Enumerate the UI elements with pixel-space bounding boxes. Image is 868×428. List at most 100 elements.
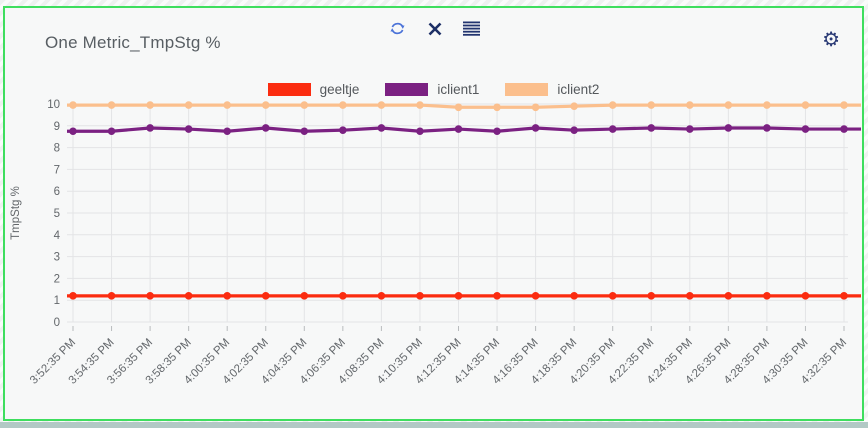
data-point — [184, 125, 193, 133]
data-point — [801, 125, 810, 133]
data-point — [570, 126, 578, 134]
data-point — [69, 101, 77, 109]
data-point — [416, 127, 424, 136]
data-point — [840, 292, 848, 300]
data-point — [223, 127, 231, 136]
data-point — [107, 101, 116, 109]
data-point — [261, 101, 270, 109]
legend-item-iclient1[interactable]: iclient1 — [385, 82, 479, 97]
data-point — [454, 103, 463, 112]
data-point — [493, 292, 501, 300]
data-point — [261, 124, 270, 132]
data-point — [261, 292, 270, 300]
data-point — [493, 127, 501, 136]
metric-panel: One Metric_TmpStg % — [3, 6, 864, 421]
data-point — [531, 292, 540, 300]
y-tick-label: 3 — [54, 252, 60, 264]
data-point — [146, 101, 154, 109]
legend-label: iclient1 — [437, 82, 480, 97]
data-point — [608, 292, 617, 300]
data-point — [377, 292, 386, 300]
y-tick-label: 9 — [54, 121, 60, 133]
data-point — [184, 101, 193, 109]
series-iclient1 — [67, 124, 861, 136]
data-point — [724, 101, 733, 109]
data-point — [531, 124, 540, 132]
data-point — [763, 101, 771, 109]
data-point — [377, 101, 386, 109]
y-tick-label: 4 — [54, 230, 61, 242]
data-point — [647, 292, 656, 300]
data-point — [69, 127, 77, 136]
data-point — [647, 101, 656, 109]
legend-list-button[interactable] — [461, 19, 482, 38]
y-axis-title: TmpStg % — [10, 186, 22, 240]
data-point — [763, 124, 771, 132]
y-tick-label: 0 — [54, 317, 60, 329]
legend-swatch — [505, 83, 549, 96]
y-tick-label: 8 — [54, 143, 60, 155]
y-tick-label: 2 — [54, 273, 60, 285]
y-tick-label: 5 — [54, 208, 60, 220]
data-point — [570, 292, 578, 300]
y-tick-label: 1 — [54, 295, 60, 307]
data-point — [608, 101, 617, 109]
data-point — [454, 125, 463, 133]
data-point — [686, 125, 694, 133]
y-tick-label: 7 — [54, 164, 60, 176]
data-point — [184, 292, 193, 300]
data-point — [801, 101, 810, 109]
data-point — [493, 103, 501, 112]
legend-swatch — [385, 83, 429, 96]
data-point — [531, 103, 540, 112]
legend-label: geeltje — [319, 82, 360, 97]
settings-gear-button[interactable]: ⚙ — [822, 30, 840, 50]
refresh-button[interactable] — [386, 17, 409, 40]
data-point — [840, 101, 848, 109]
data-point — [686, 101, 694, 109]
data-point — [223, 292, 231, 300]
panel-toolbar — [386, 17, 482, 40]
data-point — [686, 292, 694, 300]
data-point — [570, 102, 578, 110]
data-point — [146, 124, 154, 132]
data-point — [107, 127, 116, 136]
series-iclient2 — [67, 101, 861, 112]
legend-item-geeltje[interactable]: geeltje — [267, 82, 360, 97]
data-point — [339, 126, 347, 134]
data-point — [339, 101, 347, 109]
data-point — [454, 292, 463, 300]
y-tick-label: 10 — [47, 99, 60, 111]
data-point — [69, 292, 77, 300]
data-point — [608, 125, 617, 133]
data-point — [146, 292, 154, 300]
data-point — [223, 101, 231, 109]
legend-item-iclient2[interactable]: iclient2 — [505, 82, 599, 97]
page-bottom-strip — [0, 422, 868, 428]
data-point — [724, 292, 733, 300]
data-point — [416, 292, 424, 300]
series-geeltje — [67, 292, 861, 300]
panel-title: One Metric_TmpStg % — [45, 33, 221, 52]
data-point — [377, 124, 386, 132]
data-point — [300, 101, 309, 109]
data-point — [840, 125, 848, 133]
legend-label: iclient2 — [557, 82, 600, 97]
data-point — [763, 292, 771, 300]
data-point — [416, 101, 424, 109]
data-point — [724, 124, 733, 132]
data-point — [107, 292, 116, 300]
gear-icon: ⚙ — [822, 29, 840, 51]
data-point — [339, 292, 347, 300]
legend-swatch — [267, 83, 311, 96]
data-point — [647, 124, 656, 132]
chart-legend: geeltje iclient1 iclient2 — [5, 82, 862, 97]
data-point — [300, 127, 309, 136]
data-point — [300, 292, 309, 300]
y-tick-label: 6 — [54, 186, 60, 198]
close-icon — [428, 22, 441, 35]
list-icon — [462, 21, 480, 36]
close-button[interactable] — [425, 19, 445, 39]
data-point — [801, 292, 810, 300]
